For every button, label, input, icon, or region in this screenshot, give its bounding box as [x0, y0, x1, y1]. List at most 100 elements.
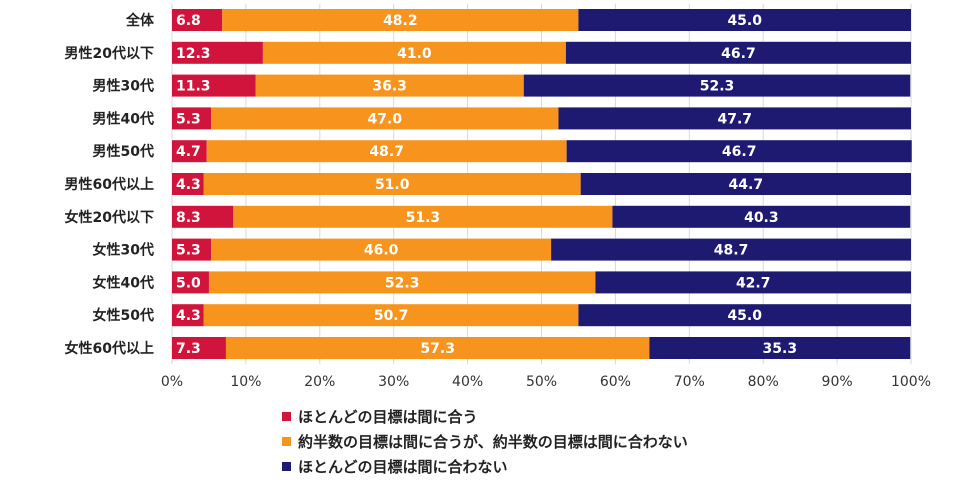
data-label: 4.7 [176, 144, 201, 160]
bar-segment [255, 74, 524, 97]
legend-swatch [282, 412, 291, 421]
legend-item: ほとんどの目標は間に合う [282, 404, 688, 429]
bar-segment [172, 271, 209, 294]
data-label: 8.3 [176, 210, 201, 226]
data-label: 45.0 [727, 308, 762, 324]
bar-segment [649, 337, 911, 359]
category-label: 男性20代以下 [65, 45, 154, 62]
bar-segment [225, 337, 650, 359]
bar-segment [565, 41, 911, 64]
data-label: 7.3 [176, 341, 201, 357]
bar-segment [172, 41, 263, 64]
data-label: 4.3 [176, 308, 201, 324]
data-label: 46.0 [364, 243, 399, 259]
data-label: 52.3 [700, 79, 735, 95]
legend-swatch [282, 462, 291, 471]
category-label: 女性40代 [93, 274, 154, 291]
x-tick-label: 50% [526, 374, 557, 390]
legend-item: ほとんどの目標は間に合わない [282, 454, 688, 479]
x-tick-label: 90% [822, 374, 853, 390]
bar-segment [203, 173, 581, 195]
data-label: 36.3 [372, 79, 407, 95]
x-tick-label: 30% [378, 374, 409, 390]
data-label: 4.3 [176, 177, 201, 193]
category-label: 男性30代 [93, 78, 154, 95]
data-label: 50.7 [374, 308, 409, 324]
bar-segment [233, 205, 613, 228]
category-label: 女性50代 [93, 307, 154, 324]
x-tick-label: 20% [304, 374, 335, 390]
bar-segment [172, 337, 226, 359]
data-label: 48.7 [714, 243, 749, 259]
data-label: 47.0 [368, 111, 403, 127]
bar-segment [172, 205, 234, 228]
label-layer: 0% 10% 20% 30% 40% 50% 60% 70% 80% 90% 100% 全体 6.8 48… [65, 12, 932, 390]
bar-segment [558, 107, 911, 130]
category-label: 男性40代 [93, 110, 154, 127]
bar-segment [172, 140, 207, 163]
bar-segment [595, 271, 911, 294]
bar-segment [208, 271, 596, 294]
bar-segment [172, 304, 204, 327]
data-label: 5.3 [176, 111, 201, 127]
x-tick-label: 100% [891, 374, 931, 390]
x-tick-label: 70% [674, 374, 705, 390]
bar-segment [578, 9, 911, 31]
data-label: 40.3 [744, 210, 779, 226]
bar-segment [172, 238, 212, 261]
legend-label: ほとんどの目標は間に合わない [298, 458, 508, 476]
data-label: 5.0 [176, 275, 201, 291]
bar-segment [578, 304, 911, 327]
category-label: 女性20代以下 [65, 209, 154, 226]
bar-segment [172, 173, 204, 195]
data-label: 51.0 [375, 177, 410, 193]
x-tick-label: 60% [600, 374, 631, 390]
data-label: 12.3 [176, 46, 211, 62]
data-label: 5.3 [176, 243, 201, 259]
bar-layer [172, 9, 912, 359]
bar-segment [551, 238, 911, 261]
category-label: 全体 [125, 12, 155, 29]
data-label: 48.7 [369, 144, 404, 160]
bar-segment [172, 9, 223, 31]
bar-segment [612, 205, 911, 228]
data-label: 11.3 [176, 79, 211, 95]
bar-segment [203, 304, 579, 327]
category-label: 女性60代以上 [65, 340, 154, 357]
legend-swatch [282, 437, 291, 446]
data-label: 48.2 [383, 13, 418, 29]
bar-segment [566, 140, 912, 163]
legend-label: ほとんどの目標は間に合う [298, 408, 478, 426]
data-label: 51.3 [406, 210, 441, 226]
legend-item: 約半数の目標は間に合うが、約半数の目標は間に合わない [282, 429, 688, 454]
x-tick-label: 0% [161, 374, 183, 390]
category-label: 男性60代以上 [65, 176, 154, 193]
data-label: 45.0 [727, 13, 762, 29]
bar-segment [172, 74, 256, 97]
bar-segment [262, 41, 566, 64]
bar-segment [523, 74, 911, 97]
bar-segment [211, 238, 552, 261]
x-tick-label: 10% [230, 374, 261, 390]
data-label: 44.7 [729, 177, 764, 193]
legend-label: 約半数の目標は間に合うが、約半数の目標は間に合わない [298, 433, 688, 451]
bar-segment [206, 140, 567, 163]
data-label: 42.7 [736, 275, 771, 291]
category-label: 女性30代 [93, 242, 154, 259]
legend: ほとんどの目標は間に合う 約半数の目標は間に合うが、約半数の目標は間に合わない … [282, 404, 688, 479]
data-label: 52.3 [385, 275, 420, 291]
data-label: 47.7 [717, 111, 752, 127]
data-label: 35.3 [763, 341, 798, 357]
data-label: 46.7 [722, 144, 757, 160]
data-label: 6.8 [176, 13, 201, 29]
data-label: 41.0 [397, 46, 432, 62]
x-tick-label: 40% [452, 374, 483, 390]
x-tick-label: 80% [748, 374, 779, 390]
category-label: 男性50代 [93, 143, 154, 160]
bar-segment [211, 107, 559, 130]
bar-segment [172, 107, 212, 130]
bar-segment [580, 173, 911, 195]
bar-segment [222, 9, 579, 31]
data-label: 57.3 [420, 341, 455, 357]
